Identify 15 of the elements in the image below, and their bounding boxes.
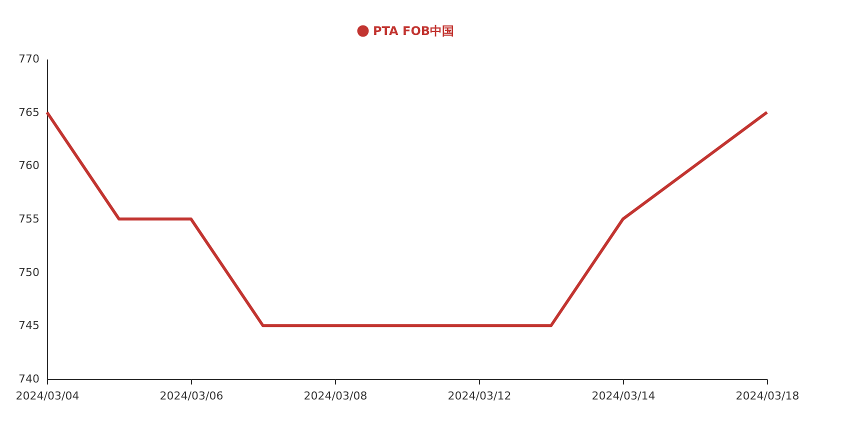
x-tick-label: 2024/03/12 (448, 390, 512, 402)
y-tick-label: 770 (18, 52, 40, 66)
x-tick-label: 2024/03/04 (16, 390, 80, 402)
x-tick-label: 2024/03/06 (160, 390, 224, 402)
x-tick-label: 2024/03/08 (304, 390, 368, 402)
y-tick-label: 745 (18, 319, 40, 332)
y-tick-label: 740 (18, 372, 40, 386)
y-tick-label: 755 (18, 212, 40, 226)
line-series (46, 110, 768, 328)
x-tick-label: 2024/03/18 (736, 390, 800, 402)
y-tick-label: 765 (18, 106, 40, 119)
y-tick-label: 750 (18, 266, 40, 279)
x-tick-label: 2024/03/14 (592, 390, 656, 402)
y-tick-label: 760 (18, 159, 40, 172)
legend-label: PTA FOB中国 (373, 24, 454, 38)
